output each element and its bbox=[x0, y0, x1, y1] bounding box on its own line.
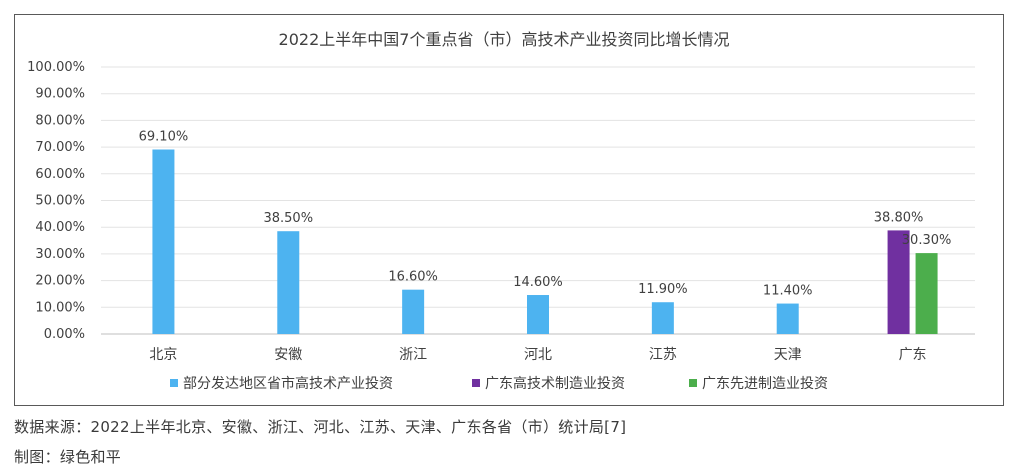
y-tick-label: 70.00% bbox=[35, 140, 85, 155]
y-tick-label: 10.00% bbox=[35, 300, 85, 315]
bar bbox=[152, 149, 175, 334]
x-tick-label: 天津 bbox=[774, 347, 802, 363]
bar bbox=[651, 302, 674, 334]
bar bbox=[527, 295, 549, 334]
y-tick-label: 40.00% bbox=[35, 220, 85, 235]
legend-swatch bbox=[170, 379, 178, 387]
x-tick-label: 江苏 bbox=[649, 347, 677, 363]
chart-frame: 2022上半年中国7个重点省（市）高技术产业投资同比增长情况 0.00% 10.00… bbox=[14, 14, 1004, 406]
legend-label: 广东先进制造业投资 bbox=[702, 376, 828, 392]
legend-swatch bbox=[689, 379, 697, 387]
chart-title: 2022上半年中国7个重点省（市）高技术产业投资同比增长情况 bbox=[279, 30, 730, 49]
x-tick-label: 浙江 bbox=[399, 347, 427, 363]
bar bbox=[776, 303, 799, 334]
data-source-caption: 数据来源：2022上半年北京、安徽、浙江、河北、江苏、天津、广东各省（市）统计局… bbox=[14, 418, 627, 436]
bar-chart: 2022上半年中国7个重点省（市）高技术产业投资同比增长情况 0.00% 10.00… bbox=[27, 30, 975, 392]
bar bbox=[915, 253, 938, 334]
data-label: 11.40% bbox=[763, 284, 813, 299]
y-tick-label: 60.00% bbox=[35, 167, 85, 182]
y-tick-label: 80.00% bbox=[35, 113, 85, 128]
legend-swatch bbox=[472, 379, 480, 387]
x-tick-label: 广东 bbox=[899, 347, 927, 363]
y-tick-label: 30.00% bbox=[35, 247, 85, 262]
bar bbox=[277, 231, 300, 334]
data-label: 30.30% bbox=[902, 233, 952, 248]
y-tick-label: 100.00% bbox=[27, 60, 85, 75]
x-tick-label: 安徽 bbox=[274, 347, 302, 363]
y-tick-label: 0.00% bbox=[44, 327, 85, 342]
data-label: 16.60% bbox=[388, 270, 438, 285]
x-tick-label: 北京 bbox=[149, 347, 177, 363]
bar bbox=[402, 289, 425, 334]
data-label: 38.50% bbox=[263, 211, 313, 226]
y-tick-label: 50.00% bbox=[35, 194, 85, 209]
chart-maker-caption: 制图：绿色和平 bbox=[14, 448, 122, 466]
x-tick-label: 河北 bbox=[524, 347, 552, 363]
data-label: 69.10% bbox=[139, 130, 189, 145]
bar bbox=[887, 230, 910, 334]
data-label: 11.90% bbox=[638, 282, 688, 297]
legend-label: 部分发达地区省市高技术产业投资 bbox=[183, 375, 393, 392]
y-tick-label: 20.00% bbox=[35, 274, 85, 289]
y-tick-label: 90.00% bbox=[35, 87, 85, 102]
data-label: 14.60% bbox=[513, 275, 563, 290]
data-label: 38.80% bbox=[874, 210, 924, 225]
legend-label: 广东高技术制造业投资 bbox=[485, 375, 625, 392]
